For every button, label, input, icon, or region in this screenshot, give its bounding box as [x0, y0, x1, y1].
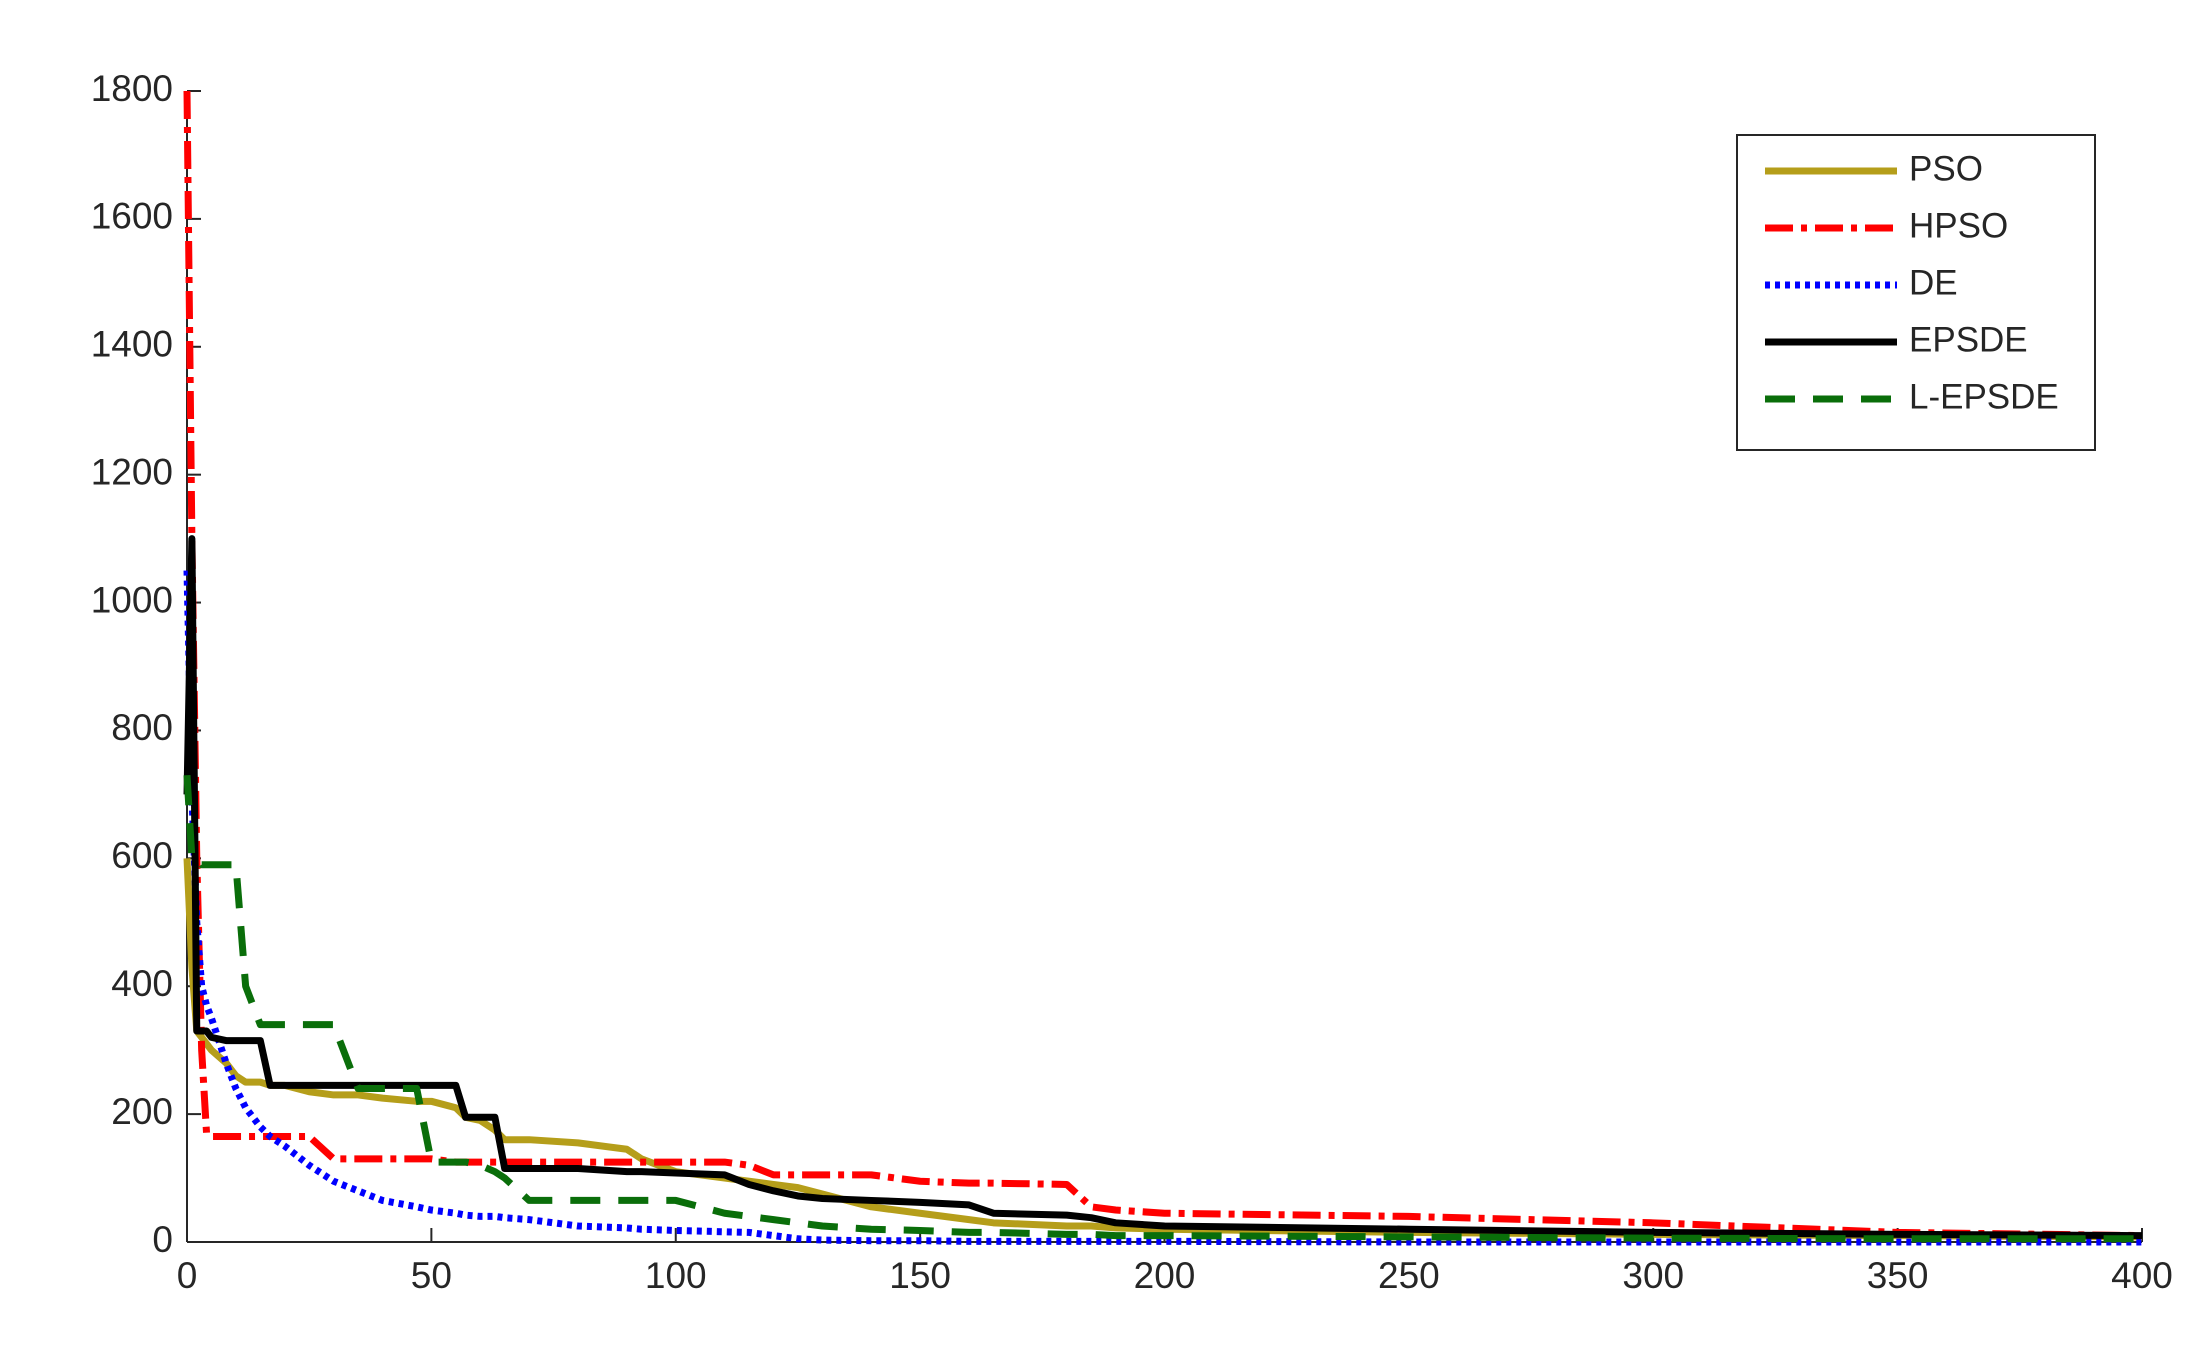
series-line [183, 535, 2143, 1240]
legend-label: HPSO [1909, 206, 2008, 245]
x-tick-label: 350 [1867, 1255, 1929, 1296]
y-tick-label: 200 [111, 1091, 173, 1132]
x-tick-label: 50 [411, 1255, 452, 1296]
x-tick-label: 200 [1134, 1255, 1196, 1296]
x-tick-label: 0 [177, 1255, 198, 1296]
x-tick-label: 150 [889, 1255, 951, 1296]
legend-box [1736, 134, 2096, 451]
y-tick-label: 800 [111, 707, 173, 748]
y-tick-label: 600 [111, 835, 173, 876]
x-tick-label: 300 [1622, 1255, 1684, 1296]
legend-label: DE [1909, 263, 1958, 302]
y-tick-label: 1800 [91, 68, 173, 109]
y-tick-label: 1200 [91, 451, 173, 492]
legend-label: L-EPSDE [1909, 377, 2059, 416]
series-line [183, 858, 2143, 1241]
x-tick-label: 250 [1378, 1255, 1440, 1296]
legend-label: EPSDE [1909, 320, 2028, 359]
y-tick-label: 400 [111, 963, 173, 1004]
series-line [183, 775, 2142, 1243]
legend-label: PSO [1909, 149, 1983, 188]
series-line [183, 570, 2142, 1246]
y-tick-label: 1400 [91, 324, 173, 365]
y-tick-label: 1000 [91, 579, 173, 620]
x-tick-label: 400 [2111, 1255, 2173, 1296]
x-tick-label: 100 [645, 1255, 707, 1296]
y-tick-label: 1600 [91, 196, 173, 237]
y-tick-label: 0 [152, 1219, 173, 1260]
